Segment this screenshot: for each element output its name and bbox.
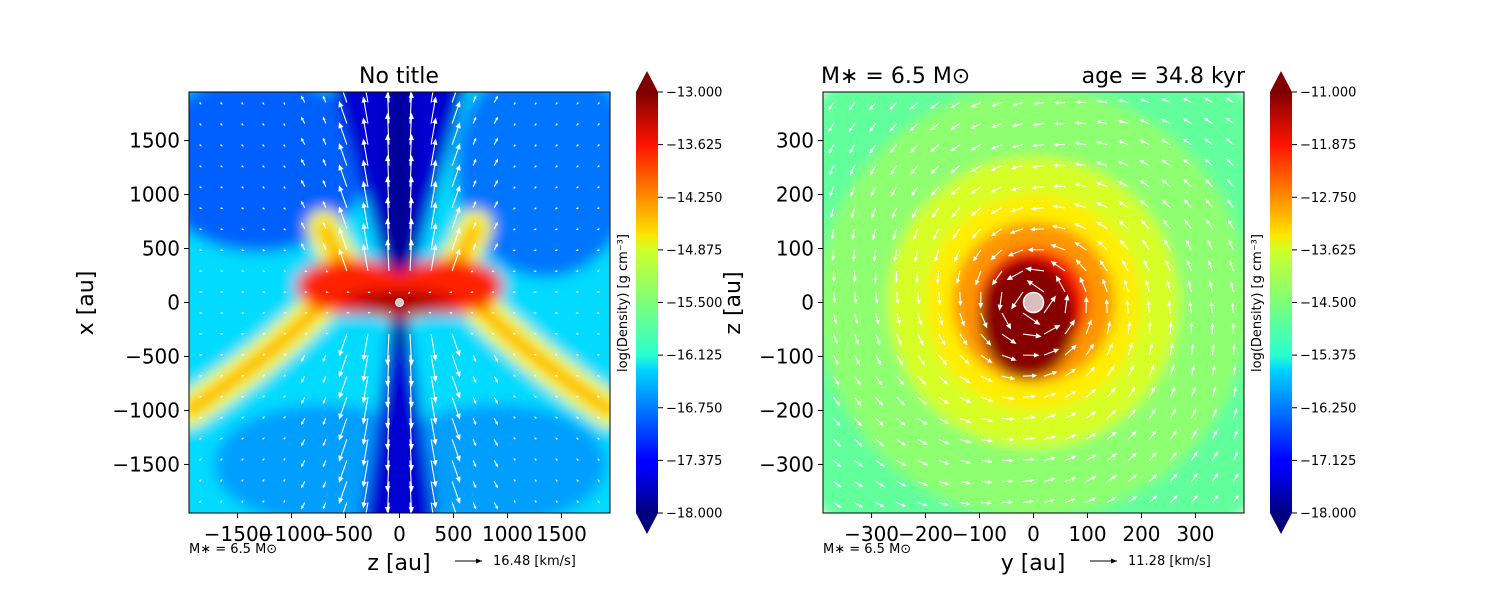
velocity-arrowhead	[338, 80, 343, 87]
velocity-key-label-left: 16.48 [km/s]	[493, 554, 576, 569]
x-tick-label: 0	[1027, 522, 1040, 546]
y-tick-label: −500	[125, 344, 180, 368]
colorbar-tick-label: −18.000	[1300, 507, 1356, 522]
colorbar-tick-label: −13.625	[666, 138, 722, 153]
colorbar-label-left: log(Density) [g cm⁻³]	[616, 234, 631, 372]
colorbar-tick-label: −18.000	[666, 507, 722, 522]
chart-title-right-right: age = 34.8 kyr	[1082, 64, 1246, 89]
x-tick-label: 1000	[482, 522, 533, 546]
chart-title-left: No title	[359, 64, 439, 89]
velocity-arrow	[1023, 397, 1032, 398]
velocity-arrow	[1035, 208, 1044, 209]
x-tick-label: 200	[1122, 522, 1160, 546]
y-tick-label: 1500	[129, 129, 180, 153]
x-tick-label: 1500	[536, 522, 587, 546]
y-axis-label-left: x [au]	[74, 271, 99, 336]
velocity-arrow	[1149, 325, 1150, 334]
y-tick-label: 0	[167, 291, 180, 315]
y-tick-label: −300	[759, 452, 814, 476]
velocity-arrow	[1002, 418, 1011, 419]
velocity-arrowhead	[385, 528, 390, 534]
y-tick-label: 200	[776, 183, 814, 207]
velocity-arrowhead	[455, 80, 460, 87]
y-tick-label: −200	[759, 398, 814, 422]
colorbar-tick-label: −16.250	[1300, 401, 1356, 416]
velocity-arrow	[854, 250, 855, 258]
colorbar-tick-label: −14.250	[666, 191, 722, 206]
x-tick-label: 100	[1068, 522, 1106, 546]
colorbar-tick-label: −12.750	[1300, 191, 1356, 206]
velocity-arrow	[917, 271, 918, 280]
colorbar-right: −11.000 −11.875 −12.750 −13.625 −14.500 −15.3…	[1250, 71, 1356, 534]
velocity-arrowhead	[409, 528, 414, 534]
colorbar-tick-label: −17.125	[1300, 454, 1356, 469]
y-tick-label: −100	[759, 344, 814, 368]
velocity-arrow	[939, 292, 940, 301]
chart-title-left-right: M∗ = 6.5 M⊙	[821, 64, 970, 89]
y-tick-label: 500	[142, 237, 180, 261]
colorbar-ticks-left: −13.000 −13.625 −14.250 −14.875 −15.500 −16.1…	[658, 86, 722, 522]
star-marker-left	[396, 299, 404, 307]
y-tick-label: −1500	[112, 452, 180, 476]
x-axis-label-right: y [au]	[1001, 551, 1066, 576]
colorbar-tick-label: −14.500	[1300, 296, 1356, 311]
velocity-arrow	[1212, 347, 1213, 355]
density-map-left	[149, 55, 635, 533]
mass-note-right: M∗ = 6.5 M⊙	[823, 542, 911, 557]
colorbar-tick-label: −11.000	[1300, 86, 1356, 101]
x-tick-label: 300	[1176, 522, 1214, 546]
velocity-arrow	[1056, 186, 1065, 187]
colorbar-left: −13.000 −13.625 −14.250 −14.875 −15.500 −16.1…	[616, 71, 722, 534]
x-tick-label: −100	[952, 522, 1007, 546]
x-axis-label-left: z [au]	[367, 551, 430, 576]
x-tick-label: 0	[393, 522, 406, 546]
y-tick-label: 100	[776, 237, 814, 261]
colorbar-tick-label: −15.500	[666, 296, 722, 311]
y-tick-label: −1000	[112, 398, 180, 422]
colorbar-ticks-right: −11.000 −11.875 −12.750 −13.625 −14.500 −15.3…	[1292, 86, 1356, 522]
colorbar-label-right: log(Density) [g cm⁻³]	[1250, 234, 1265, 372]
density-core	[980, 259, 1076, 379]
colorbar-tick-label: −11.875	[1300, 138, 1356, 153]
colorbar-tick-label: −16.750	[666, 401, 722, 416]
velocity-arrow	[1078, 102, 1086, 103]
mass-note-left: M∗ = 6.5 M⊙	[189, 542, 277, 557]
y-axis-label-right: z [au]	[721, 271, 746, 334]
y-tick-label: 1000	[129, 183, 180, 207]
y-tick-label: 0	[801, 291, 814, 315]
velocity-arrow	[981, 481, 989, 482]
velocity-arrow	[1233, 347, 1234, 355]
colorbar-tick-label: −13.000	[666, 86, 722, 101]
colorbar-tick-label: −14.875	[666, 243, 722, 258]
x-tick-label: 500	[434, 522, 472, 546]
velocity-arrow	[981, 502, 989, 503]
colorbar-tick-label: −15.375	[1300, 349, 1356, 364]
velocity-arrow	[1078, 123, 1086, 124]
velocity-arrow	[833, 250, 834, 258]
velocity-key-left: 16.48 [km/s]	[455, 554, 576, 569]
star-marker-right	[1024, 293, 1044, 313]
colorbar-tick-label: −13.625	[1300, 243, 1356, 258]
colorbar-tick-label: −16.125	[666, 349, 722, 364]
colorbar-tick-label: −17.375	[666, 454, 722, 469]
velocity-key-label-right: 11.28 [km/s]	[1128, 554, 1211, 569]
velocity-key-right: 11.28 [km/s]	[1090, 554, 1211, 569]
velocity-arrow	[1128, 304, 1129, 313]
x-tick-label: −500	[318, 522, 373, 546]
y-tick-label: 300	[776, 129, 814, 153]
